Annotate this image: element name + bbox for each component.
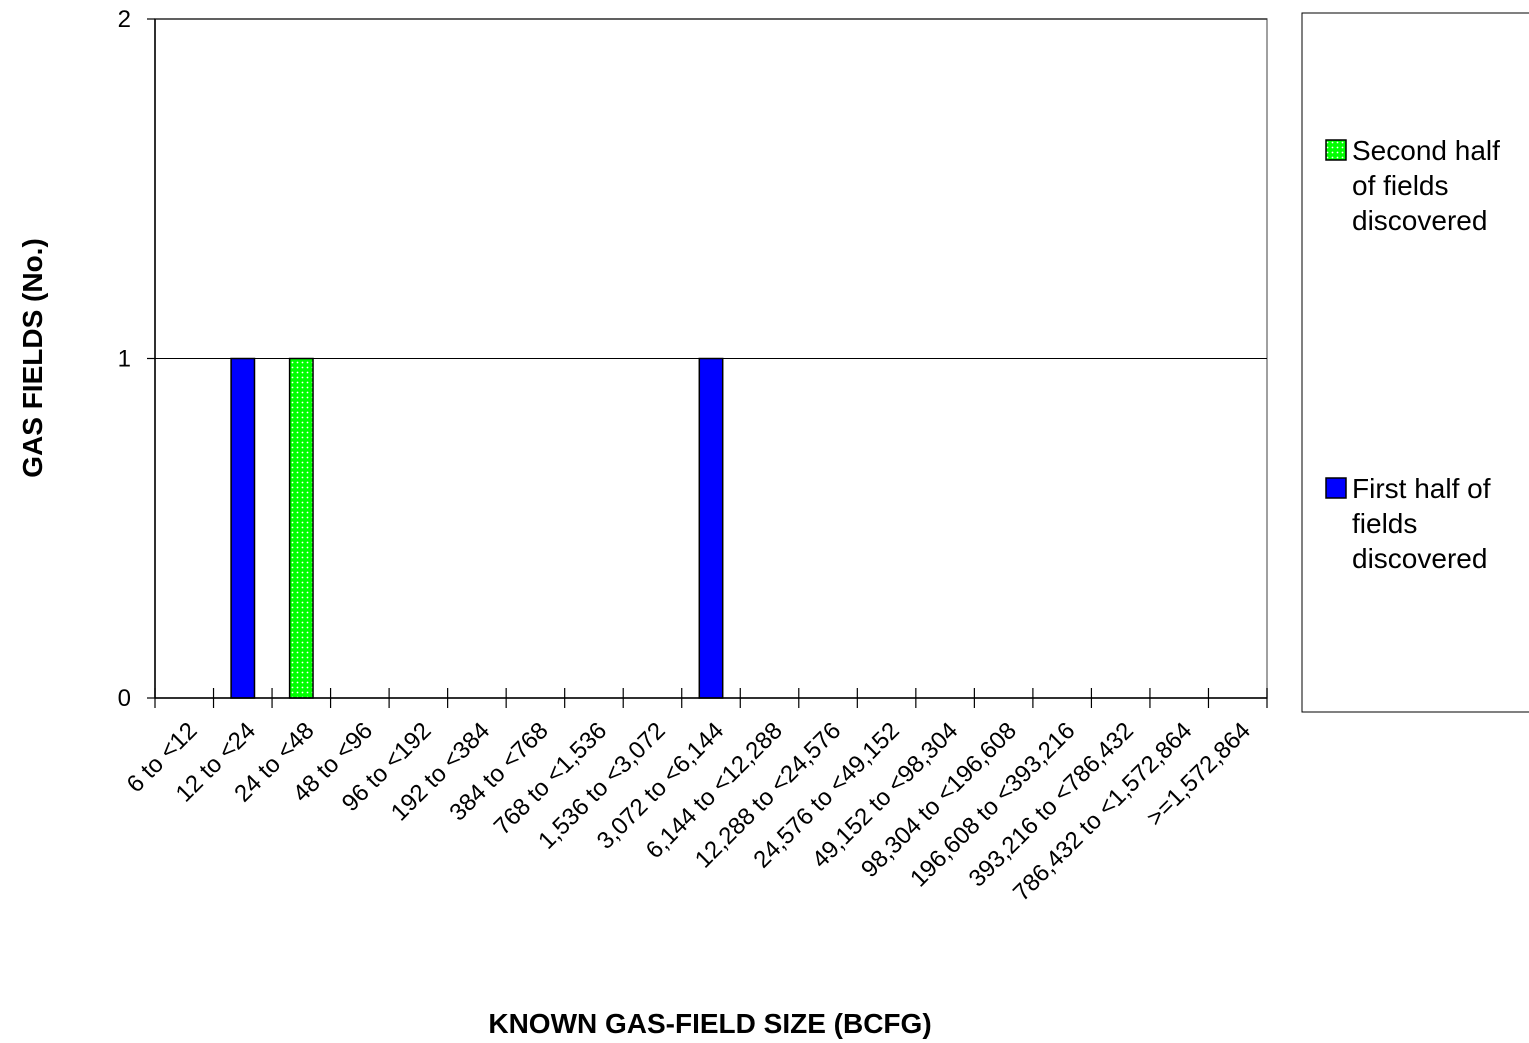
y-tick-label: 0: [118, 685, 131, 712]
legend-label: of fields: [1352, 170, 1449, 201]
bar: [698, 357, 724, 699]
legend-swatch: [1325, 139, 1347, 161]
legend: Second half of fields discovered First half…: [1301, 12, 1529, 713]
y-axis-title: GAS FIELDS (No.): [17, 238, 48, 478]
bar: [288, 357, 314, 699]
legend-box: [1301, 12, 1529, 713]
bars: [230, 357, 724, 699]
legend-label: fields: [1352, 508, 1417, 539]
legend-label: discovered: [1352, 543, 1487, 574]
y-tick-label: 1: [118, 346, 131, 373]
legend-swatch: [1325, 477, 1347, 499]
y-tick-label: 2: [118, 6, 131, 33]
x-axis-title: KNOWN GAS-FIELD SIZE (BCFG): [488, 1008, 931, 1039]
bar: [230, 357, 256, 699]
legend-label: discovered: [1352, 205, 1487, 236]
legend-label: First half of: [1352, 473, 1491, 504]
legend-label: Second half: [1352, 135, 1500, 166]
